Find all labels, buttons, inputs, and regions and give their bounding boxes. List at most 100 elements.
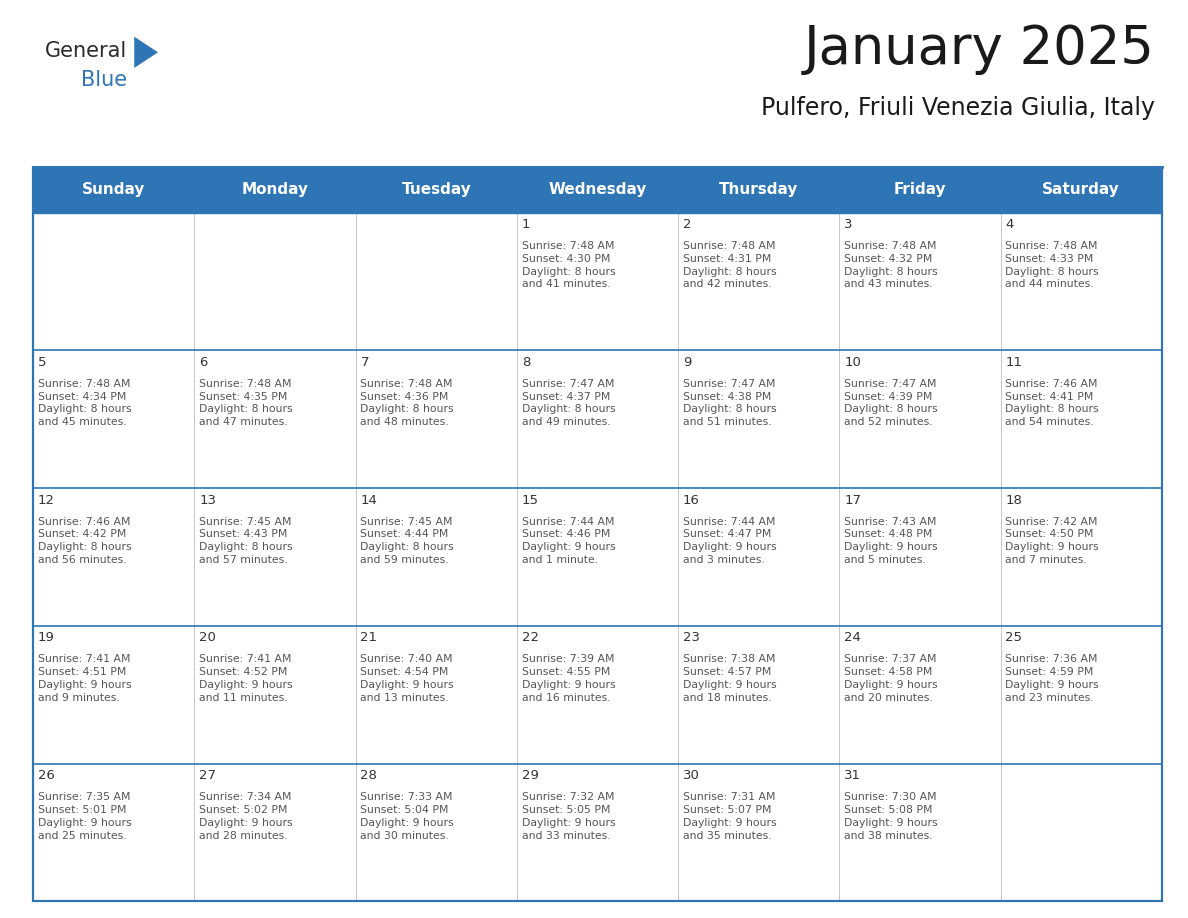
Text: Sunrise: 7:45 AM
Sunset: 4:43 PM
Daylight: 8 hours
and 57 minutes.: Sunrise: 7:45 AM Sunset: 4:43 PM Dayligh…	[200, 517, 293, 565]
Text: Sunrise: 7:34 AM
Sunset: 5:02 PM
Daylight: 9 hours
and 28 minutes.: Sunrise: 7:34 AM Sunset: 5:02 PM Dayligh…	[200, 792, 293, 841]
Bar	[1000, 626, 1162, 764]
Bar	[517, 167, 678, 213]
Text: Sunrise: 7:41 AM
Sunset: 4:52 PM
Daylight: 9 hours
and 11 minutes.: Sunrise: 7:41 AM Sunset: 4:52 PM Dayligh…	[200, 655, 293, 703]
Text: 21: 21	[360, 632, 378, 644]
Bar	[678, 351, 840, 488]
Text: Thursday: Thursday	[719, 183, 798, 197]
Text: Sunrise: 7:44 AM
Sunset: 4:46 PM
Daylight: 9 hours
and 1 minute.: Sunrise: 7:44 AM Sunset: 4:46 PM Dayligh…	[522, 517, 615, 565]
Bar	[1000, 488, 1162, 626]
Bar	[33, 167, 1162, 901]
Bar	[1000, 167, 1162, 213]
Bar	[517, 626, 678, 764]
Bar	[33, 764, 195, 901]
Text: 20: 20	[200, 632, 216, 644]
Bar	[678, 213, 840, 351]
Text: Sunrise: 7:42 AM
Sunset: 4:50 PM
Daylight: 9 hours
and 7 minutes.: Sunrise: 7:42 AM Sunset: 4:50 PM Dayligh…	[1005, 517, 1099, 565]
Text: 13: 13	[200, 494, 216, 507]
Text: 6: 6	[200, 356, 208, 369]
Text: 5: 5	[38, 356, 46, 369]
Bar	[517, 351, 678, 488]
Text: Sunrise: 7:48 AM
Sunset: 4:31 PM
Daylight: 8 hours
and 42 minutes.: Sunrise: 7:48 AM Sunset: 4:31 PM Dayligh…	[683, 241, 777, 289]
Text: January 2025: January 2025	[804, 23, 1155, 75]
Text: 19: 19	[38, 632, 55, 644]
Bar	[355, 167, 517, 213]
Text: Sunrise: 7:37 AM
Sunset: 4:58 PM
Daylight: 9 hours
and 20 minutes.: Sunrise: 7:37 AM Sunset: 4:58 PM Dayligh…	[845, 655, 937, 703]
Bar	[355, 488, 517, 626]
Bar	[195, 351, 355, 488]
Bar	[840, 764, 1000, 901]
Text: 4: 4	[1005, 218, 1013, 231]
Bar	[195, 764, 355, 901]
Text: Sunrise: 7:48 AM
Sunset: 4:30 PM
Daylight: 8 hours
and 41 minutes.: Sunrise: 7:48 AM Sunset: 4:30 PM Dayligh…	[522, 241, 615, 289]
Text: Sunrise: 7:44 AM
Sunset: 4:47 PM
Daylight: 9 hours
and 3 minutes.: Sunrise: 7:44 AM Sunset: 4:47 PM Dayligh…	[683, 517, 777, 565]
Text: Sunrise: 7:48 AM
Sunset: 4:35 PM
Daylight: 8 hours
and 47 minutes.: Sunrise: 7:48 AM Sunset: 4:35 PM Dayligh…	[200, 379, 293, 427]
Text: Tuesday: Tuesday	[402, 183, 472, 197]
Bar	[678, 764, 840, 901]
Bar	[1000, 213, 1162, 351]
Text: 26: 26	[38, 769, 55, 782]
Text: 28: 28	[360, 769, 378, 782]
Text: Sunrise: 7:48 AM
Sunset: 4:34 PM
Daylight: 8 hours
and 45 minutes.: Sunrise: 7:48 AM Sunset: 4:34 PM Dayligh…	[38, 379, 132, 427]
Bar	[840, 626, 1000, 764]
Text: Monday: Monday	[241, 183, 309, 197]
Text: Sunrise: 7:48 AM
Sunset: 4:33 PM
Daylight: 8 hours
and 44 minutes.: Sunrise: 7:48 AM Sunset: 4:33 PM Dayligh…	[1005, 241, 1099, 289]
Bar	[355, 213, 517, 351]
Text: 16: 16	[683, 494, 700, 507]
Bar	[678, 488, 840, 626]
Bar	[840, 488, 1000, 626]
Bar	[1000, 351, 1162, 488]
Bar	[355, 626, 517, 764]
Text: Pulfero, Friuli Venezia Giulia, Italy: Pulfero, Friuli Venezia Giulia, Italy	[760, 96, 1155, 120]
Bar	[840, 213, 1000, 351]
Text: Sunrise: 7:31 AM
Sunset: 5:07 PM
Daylight: 9 hours
and 35 minutes.: Sunrise: 7:31 AM Sunset: 5:07 PM Dayligh…	[683, 792, 777, 841]
Text: Sunrise: 7:33 AM
Sunset: 5:04 PM
Daylight: 9 hours
and 30 minutes.: Sunrise: 7:33 AM Sunset: 5:04 PM Dayligh…	[360, 792, 454, 841]
Bar	[517, 488, 678, 626]
Text: Sunrise: 7:35 AM
Sunset: 5:01 PM
Daylight: 9 hours
and 25 minutes.: Sunrise: 7:35 AM Sunset: 5:01 PM Dayligh…	[38, 792, 132, 841]
Text: Sunrise: 7:38 AM
Sunset: 4:57 PM
Daylight: 9 hours
and 18 minutes.: Sunrise: 7:38 AM Sunset: 4:57 PM Dayligh…	[683, 655, 777, 703]
Text: 14: 14	[360, 494, 378, 507]
Text: 18: 18	[1005, 494, 1022, 507]
Bar	[195, 167, 355, 213]
Bar	[33, 213, 195, 351]
Text: 24: 24	[845, 632, 861, 644]
Text: General: General	[45, 41, 127, 62]
Text: Sunrise: 7:48 AM
Sunset: 4:32 PM
Daylight: 8 hours
and 43 minutes.: Sunrise: 7:48 AM Sunset: 4:32 PM Dayligh…	[845, 241, 937, 289]
Text: Sunrise: 7:47 AM
Sunset: 4:37 PM
Daylight: 8 hours
and 49 minutes.: Sunrise: 7:47 AM Sunset: 4:37 PM Dayligh…	[522, 379, 615, 427]
Text: Sunrise: 7:30 AM
Sunset: 5:08 PM
Daylight: 9 hours
and 38 minutes.: Sunrise: 7:30 AM Sunset: 5:08 PM Dayligh…	[845, 792, 937, 841]
Text: Sunrise: 7:46 AM
Sunset: 4:42 PM
Daylight: 8 hours
and 56 minutes.: Sunrise: 7:46 AM Sunset: 4:42 PM Dayligh…	[38, 517, 132, 565]
Text: 11: 11	[1005, 356, 1023, 369]
Text: 27: 27	[200, 769, 216, 782]
Bar	[840, 167, 1000, 213]
Text: 12: 12	[38, 494, 55, 507]
Bar	[355, 351, 517, 488]
Text: Sunrise: 7:36 AM
Sunset: 4:59 PM
Daylight: 9 hours
and 23 minutes.: Sunrise: 7:36 AM Sunset: 4:59 PM Dayligh…	[1005, 655, 1099, 703]
Text: 25: 25	[1005, 632, 1023, 644]
Text: 7: 7	[360, 356, 369, 369]
Text: 1: 1	[522, 218, 530, 231]
Bar	[195, 626, 355, 764]
Text: Sunrise: 7:32 AM
Sunset: 5:05 PM
Daylight: 9 hours
and 33 minutes.: Sunrise: 7:32 AM Sunset: 5:05 PM Dayligh…	[522, 792, 615, 841]
Text: 15: 15	[522, 494, 538, 507]
Text: Sunrise: 7:47 AM
Sunset: 4:38 PM
Daylight: 8 hours
and 51 minutes.: Sunrise: 7:47 AM Sunset: 4:38 PM Dayligh…	[683, 379, 777, 427]
Text: 9: 9	[683, 356, 691, 369]
Text: Sunrise: 7:45 AM
Sunset: 4:44 PM
Daylight: 8 hours
and 59 minutes.: Sunrise: 7:45 AM Sunset: 4:44 PM Dayligh…	[360, 517, 454, 565]
Text: 3: 3	[845, 218, 853, 231]
Text: 2: 2	[683, 218, 691, 231]
Text: Sunrise: 7:43 AM
Sunset: 4:48 PM
Daylight: 9 hours
and 5 minutes.: Sunrise: 7:43 AM Sunset: 4:48 PM Dayligh…	[845, 517, 937, 565]
Text: 10: 10	[845, 356, 861, 369]
Text: Sunrise: 7:39 AM
Sunset: 4:55 PM
Daylight: 9 hours
and 16 minutes.: Sunrise: 7:39 AM Sunset: 4:55 PM Dayligh…	[522, 655, 615, 703]
Polygon shape	[134, 37, 158, 68]
Text: Blue: Blue	[81, 70, 127, 90]
Text: Wednesday: Wednesday	[549, 183, 646, 197]
Bar	[195, 213, 355, 351]
Text: Sunrise: 7:46 AM
Sunset: 4:41 PM
Daylight: 8 hours
and 54 minutes.: Sunrise: 7:46 AM Sunset: 4:41 PM Dayligh…	[1005, 379, 1099, 427]
Text: Sunrise: 7:41 AM
Sunset: 4:51 PM
Daylight: 9 hours
and 9 minutes.: Sunrise: 7:41 AM Sunset: 4:51 PM Dayligh…	[38, 655, 132, 703]
Bar	[195, 488, 355, 626]
Text: Sunrise: 7:40 AM
Sunset: 4:54 PM
Daylight: 9 hours
and 13 minutes.: Sunrise: 7:40 AM Sunset: 4:54 PM Dayligh…	[360, 655, 454, 703]
Text: Saturday: Saturday	[1042, 183, 1120, 197]
Text: 31: 31	[845, 769, 861, 782]
Text: 17: 17	[845, 494, 861, 507]
Bar	[1000, 764, 1162, 901]
Text: Sunrise: 7:48 AM
Sunset: 4:36 PM
Daylight: 8 hours
and 48 minutes.: Sunrise: 7:48 AM Sunset: 4:36 PM Dayligh…	[360, 379, 454, 427]
Bar	[678, 626, 840, 764]
